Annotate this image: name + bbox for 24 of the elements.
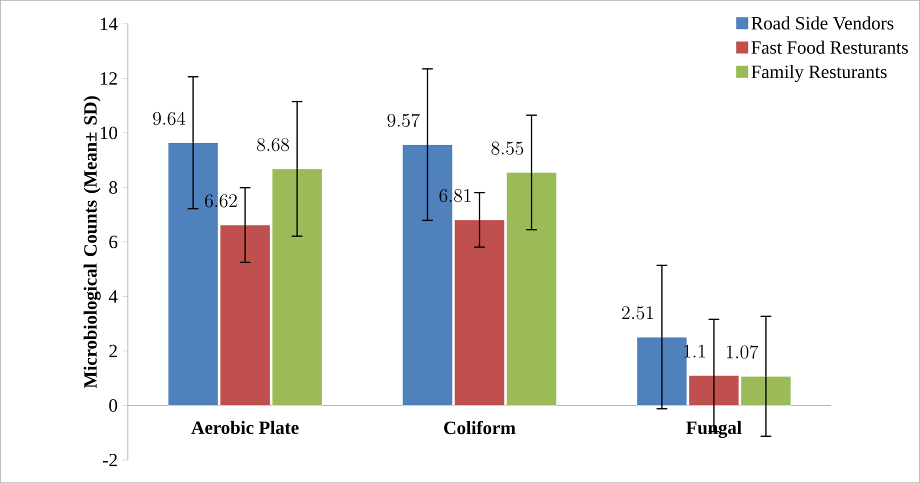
data-label: 8.68 (257, 138, 289, 152)
data-label: 8.55 (492, 142, 524, 155)
y-tick-label: 4 (108, 290, 118, 303)
y-tick-label: 12 (100, 72, 117, 85)
data-label: 9.57 (387, 114, 420, 128)
y-tick-label: 14 (100, 18, 118, 30)
x-tick-label: Aerobic Plate (191, 420, 299, 434)
data-label: 6.62 (205, 194, 237, 208)
x-tick-label: Fungal (686, 420, 742, 438)
data-label: 9.64 (153, 112, 186, 126)
data-label: 1 .07 (726, 345, 758, 359)
data-label: 2.51 (622, 306, 653, 320)
y-tick-label: 10 (100, 126, 118, 140)
y-tick-label: 0 (109, 399, 118, 412)
y-tick-label: 6 (109, 236, 118, 248)
legend-label: Family Resturants (751, 65, 887, 82)
x-tick-label: Coliform (444, 420, 516, 434)
data-label: 6.81 (439, 189, 471, 202)
y-tick-label: 2 (109, 344, 117, 358)
legend-label: Road Side Vendors (751, 16, 894, 30)
legend-label: Fast Food Resturants (751, 40, 908, 54)
y-axis-title: Microbiological Counts (Mean± SD) (84, 96, 101, 388)
y-tick-label: 8 (109, 181, 118, 194)
y-tick-label: -2 (102, 454, 117, 466)
